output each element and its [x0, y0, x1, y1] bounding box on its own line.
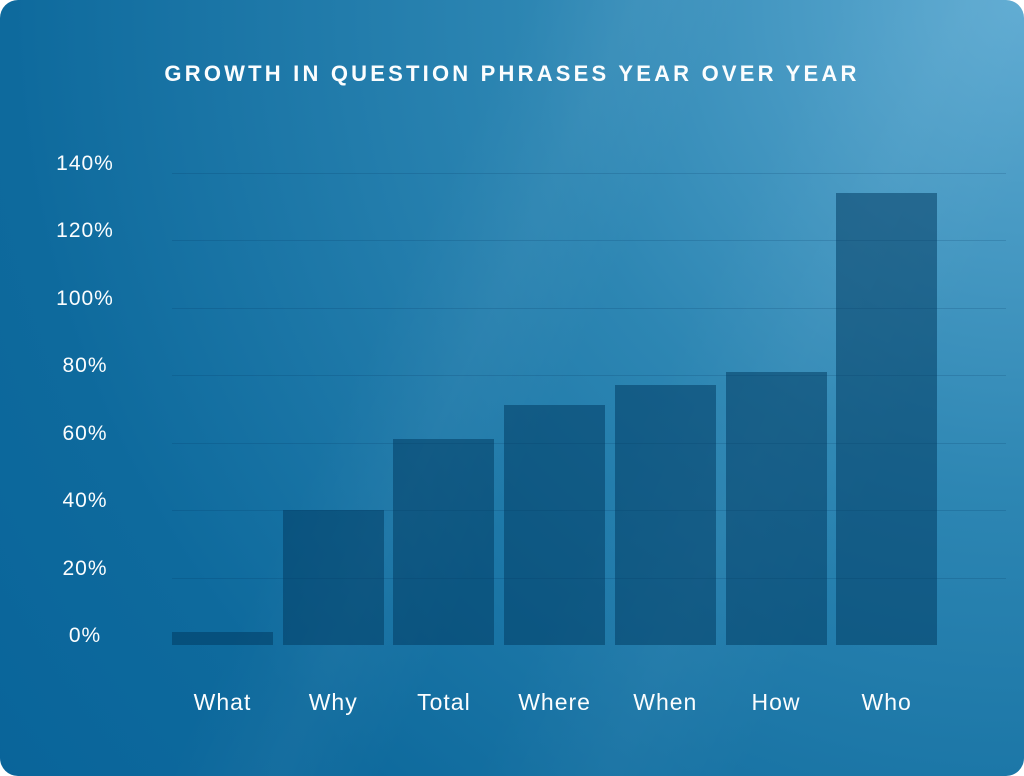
x-label-how: How: [751, 689, 801, 715]
gridline-80: [172, 375, 1006, 376]
x-label-where: Where: [518, 689, 591, 715]
y-tick-label-20: 20%: [62, 556, 108, 580]
x-label-who: Who: [861, 689, 912, 715]
gridline-100: [172, 307, 1006, 309]
bar-when: [614, 385, 716, 645]
y-tick-label-120: 120%: [56, 219, 114, 242]
y-tick-label-100: 100%: [56, 286, 114, 310]
bar-where: [504, 405, 606, 645]
chart-title: GROWTH IN QUESTION PHRASES YEAR OVER YEA…: [164, 61, 860, 86]
bar-how: [725, 371, 827, 645]
gridline-140: [172, 172, 1006, 174]
y-tick-label-140: 140%: [56, 151, 114, 175]
bar-total: [393, 439, 495, 645]
y-tick-label-0: 0%: [68, 624, 102, 647]
x-label-when: When: [633, 689, 698, 715]
x-label-what: What: [193, 689, 252, 715]
gridline-120: [172, 240, 1006, 241]
x-label-total: Total: [417, 689, 471, 715]
y-tick-label-60: 60%: [62, 421, 108, 445]
x-label-why: Why: [308, 689, 358, 715]
bar-who: [836, 192, 938, 645]
y-tick-label-40: 40%: [62, 489, 108, 512]
bar-why: [282, 510, 384, 645]
bar-what: [172, 632, 273, 645]
y-tick-label-80: 80%: [62, 354, 108, 377]
